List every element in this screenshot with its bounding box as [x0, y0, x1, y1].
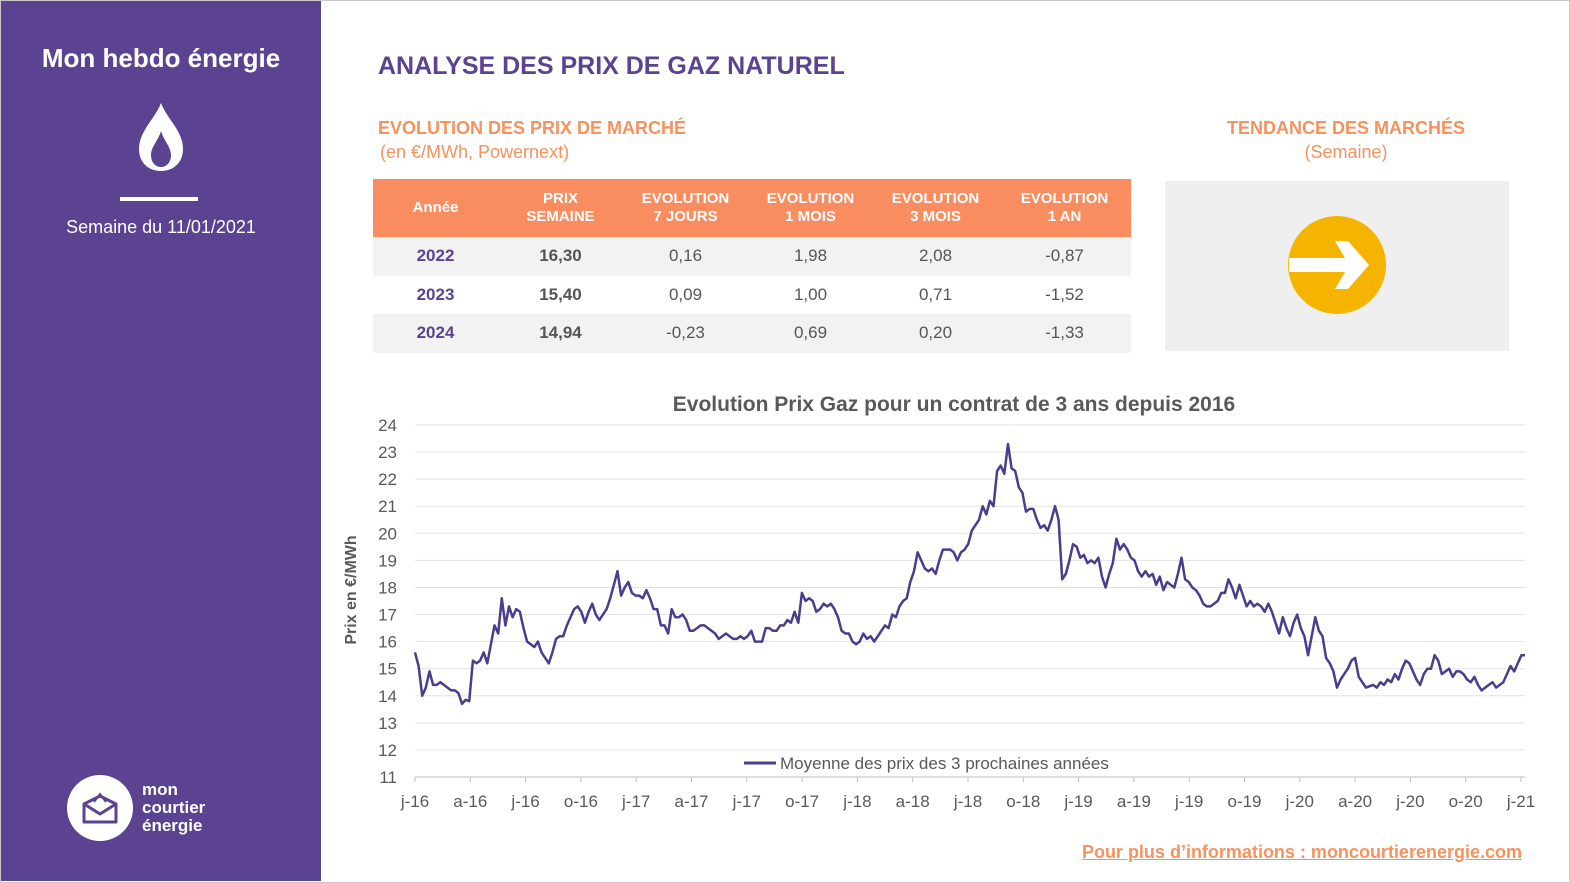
flame-icon: [139, 103, 183, 171]
trend-indicator-panel: [1165, 181, 1509, 351]
table-cell: 1,98: [748, 237, 873, 276]
chart-gridlines: [415, 424, 1525, 778]
table-cell: 0,71: [918, 284, 953, 304]
table-row: 2023 15,40 0,09 1,00 0,71 -1,52: [373, 276, 1131, 315]
chart-legend: Moyenne des prix des 3 prochaines années: [744, 754, 1109, 773]
table-cell: -0,23: [623, 314, 748, 353]
trend-section-title: TENDANCE DES MARCHÉS: [1226, 118, 1466, 138]
x-tick-label: j-18: [842, 792, 871, 811]
sidebar-divider: [120, 197, 198, 201]
column-header: EVOLUTION 3 MOIS: [873, 179, 998, 237]
x-tick-label: a-20: [1338, 792, 1372, 811]
y-tick-label: 24: [378, 416, 397, 435]
chart-title: Evolution Prix Gaz pour un contrat de 3 …: [673, 393, 1235, 416]
table-cell: 2023: [416, 284, 455, 304]
x-tick-label: j-16: [400, 792, 429, 811]
y-tick-label: 21: [378, 497, 397, 516]
column-header: EVOLUTION 7 JOURS: [623, 179, 748, 237]
column-header: EVOLUTION 1 MOIS: [748, 179, 873, 237]
x-tick-label: j-17: [732, 792, 761, 811]
x-tick-label: a-17: [674, 792, 708, 811]
y-axis-label: Prix en €/MWh: [343, 535, 360, 644]
x-tick-label: j-20: [1285, 792, 1314, 811]
envelope-icon: [82, 792, 118, 824]
logo-line: courtier: [142, 798, 206, 817]
y-tick-label: 15: [378, 660, 397, 679]
y-tick-label: 14: [378, 687, 397, 706]
table-cell: 0,16: [623, 237, 748, 276]
x-axis-ticks: j-16 a-16 j-16 o-16 j-17 a-17 j-17 o-17 j-18 a-18…: [400, 777, 1535, 811]
brand-logo-text: mon courtier énergie: [142, 781, 205, 835]
brand-title: Mon hebdo énergie: [41, 43, 281, 73]
y-tick-label: 16: [378, 633, 397, 652]
x-tick-label: o-20: [1449, 792, 1483, 811]
x-tick-label: j-19: [1063, 792, 1092, 811]
table-cell: -1,33: [998, 314, 1131, 353]
y-tick-label: 18: [378, 578, 397, 597]
x-tick-label: o-18: [1006, 792, 1040, 811]
series-line: [413, 442, 1525, 706]
x-tick-label: o-19: [1227, 792, 1261, 811]
x-tick-label: j-20: [1395, 792, 1424, 811]
table-cell: 0,09: [668, 284, 703, 304]
brand-logo: [67, 775, 133, 841]
table-cell: -1,52: [1045, 284, 1084, 304]
table-cell: 14,94: [498, 314, 623, 353]
x-tick-label: j-17: [621, 792, 650, 811]
price-line-chart: Evolution Prix Gaz pour un contrat de 3 …: [343, 393, 1535, 811]
website-link[interactable]: Pour plus d’informations : moncourtieren…: [1081, 842, 1522, 862]
sidebar: Mon hebdo énergie Semaine du 11/01/2021 …: [1, 1, 321, 881]
x-tick-label: a-19: [1117, 792, 1151, 811]
market-price-table: Année PRIX SEMAINE EVOLUTION 7 JOURS EVOLU…: [373, 179, 1131, 353]
y-tick-label: 22: [378, 470, 397, 489]
x-tick-label: j-18: [953, 792, 982, 811]
table-cell: 2022: [373, 237, 498, 276]
table-row: 2024 14,94 -0,23 0,69 0,20 -1,33: [373, 314, 1131, 353]
y-tick-label: 11: [379, 768, 397, 787]
table-row: 2022 16,30 0,16 1,98 2,08 -0,87: [373, 237, 1131, 276]
y-tick-label: 20: [378, 524, 397, 543]
x-tick-label: o-17: [785, 792, 819, 811]
x-tick-label: a-18: [896, 792, 930, 811]
page-title: ANALYSE DES PRIX DE GAZ NATUREL: [378, 52, 845, 80]
right-arrow-icon: [1288, 216, 1386, 314]
table-cell: 0,20: [873, 314, 998, 353]
column-header: EVOLUTION 1 AN: [998, 179, 1131, 237]
week-label: Semaine du 11/01/2021: [66, 217, 256, 237]
table-cell: 15,40: [539, 284, 582, 304]
table-cell: 2024: [373, 314, 498, 353]
trend-section-subtitle: (Semaine): [1304, 142, 1388, 162]
table-cell: 0,69: [748, 314, 873, 353]
logo-line: énergie: [142, 816, 203, 835]
table-cell: 2,08: [873, 237, 998, 276]
x-tick-label: j-21: [1506, 792, 1535, 811]
logo-line: mon: [142, 780, 178, 799]
market-section-title: EVOLUTION DES PRIX DE MARCHÉ: [378, 118, 687, 138]
table-header-row: Année PRIX SEMAINE EVOLUTION 7 JOURS EVOLU…: [373, 179, 1131, 237]
x-tick-label: j-19: [1174, 792, 1203, 811]
x-tick-label: j-16: [510, 792, 539, 811]
x-tick-label: a-16: [453, 792, 487, 811]
table-cell: 1,00: [793, 284, 828, 304]
table-cell: 16,30: [498, 237, 623, 276]
legend-label: Moyenne des prix des 3 prochaines années: [780, 754, 1109, 773]
column-header: Année: [373, 179, 498, 237]
y-axis-ticks: 11 12 13 14 15 16 17 18 19 20 21 22 23 24: [378, 416, 397, 787]
market-section-subtitle: (en €/MWh, Powernext): [380, 142, 570, 162]
x-tick-label: o-16: [564, 792, 598, 811]
column-header: PRIX SEMAINE: [498, 179, 623, 237]
y-tick-label: 19: [378, 551, 397, 570]
y-tick-label: 13: [378, 714, 397, 733]
y-tick-label: 12: [378, 741, 397, 760]
table-cell: -0,87: [998, 237, 1131, 276]
y-tick-label: 17: [378, 606, 397, 625]
y-tick-label: 23: [378, 443, 397, 462]
